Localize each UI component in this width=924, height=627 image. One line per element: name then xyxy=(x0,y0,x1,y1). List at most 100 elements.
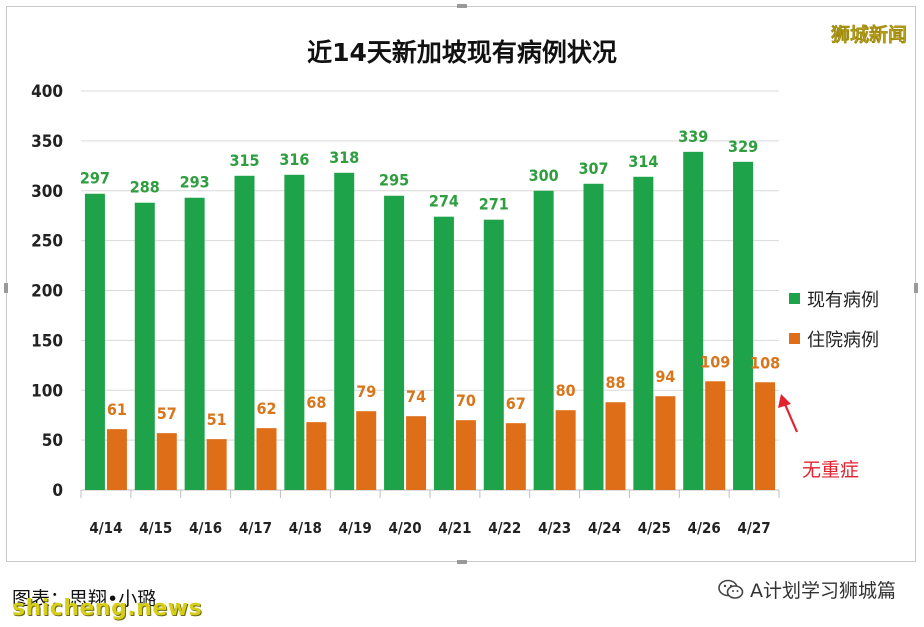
bar-series-a xyxy=(683,151,704,490)
data-label-series-b: 80 xyxy=(556,381,576,400)
x-tick-label: 4/17 xyxy=(239,519,272,537)
data-label-series-a: 293 xyxy=(180,173,210,192)
data-label-series-a: 316 xyxy=(279,150,309,169)
data-label-series-a: 329 xyxy=(728,137,758,156)
data-label-series-a: 318 xyxy=(329,148,359,167)
bar-series-b xyxy=(505,423,526,490)
y-tick-label: 300 xyxy=(31,182,63,202)
arrow-icon xyxy=(778,394,799,433)
bar-series-a xyxy=(284,174,305,491)
bar-series-a xyxy=(483,219,504,491)
bars xyxy=(84,151,776,491)
bar-series-a xyxy=(184,197,205,491)
x-tick-label: 4/19 xyxy=(339,519,372,537)
data-label-series-a: 297 xyxy=(80,169,110,188)
bar-series-a xyxy=(384,195,405,491)
bar-series-a xyxy=(234,175,255,490)
bar-series-a xyxy=(583,183,604,490)
data-label-series-a: 274 xyxy=(429,192,459,211)
frame-handle-bottom[interactable] xyxy=(457,560,467,564)
bar-series-a xyxy=(334,172,355,491)
x-tick-label: 4/24 xyxy=(588,519,621,537)
brand-logo-text: 狮城新闻 xyxy=(831,23,907,46)
bar-series-b xyxy=(256,428,277,490)
watermark: shicheng.news xyxy=(12,596,203,621)
bar-series-b xyxy=(655,396,676,490)
x-tick-label: 4/27 xyxy=(738,519,771,537)
bar-series-b xyxy=(106,429,127,490)
data-label-series-b: 70 xyxy=(456,391,476,410)
bar-series-b xyxy=(755,382,776,490)
y-tick-label: 0 xyxy=(52,481,63,501)
bar-series-b xyxy=(455,420,476,490)
account-badge: A计划学习狮城篇 xyxy=(718,576,896,603)
data-label-series-a: 339 xyxy=(678,127,708,146)
x-tick-label: 4/25 xyxy=(638,519,671,537)
bar-series-b xyxy=(356,411,377,490)
x-tick-label: 4/16 xyxy=(189,519,222,537)
y-tick-label: 400 xyxy=(31,82,63,102)
data-label-series-a: 300 xyxy=(529,166,559,185)
y-tick-label: 150 xyxy=(31,331,63,351)
y-tick-label: 350 xyxy=(31,132,63,152)
x-tick-label: 4/22 xyxy=(488,519,521,537)
data-label-series-b: 108 xyxy=(750,353,780,372)
x-tick-label: 4/20 xyxy=(389,519,422,537)
bar-series-a xyxy=(134,202,155,490)
data-label-series-a: 295 xyxy=(379,171,409,190)
x-tick-label: 4/21 xyxy=(438,519,471,537)
data-label-series-b: 67 xyxy=(506,394,526,413)
frame-handle-top[interactable] xyxy=(457,4,467,8)
data-label-series-a: 271 xyxy=(479,195,509,214)
y-tick-label: 200 xyxy=(31,282,63,302)
legend: 现有病例 住院病例 xyxy=(789,290,879,351)
y-axis-ticks: 0 50 100 150 200 250 300 350 400 xyxy=(31,82,63,501)
y-tick-label: 100 xyxy=(31,381,63,401)
bar-series-a xyxy=(733,161,754,490)
bar-series-b xyxy=(406,416,427,490)
y-tick-label: 250 xyxy=(31,232,63,252)
bar-series-a xyxy=(633,176,654,490)
frame-handle-left[interactable] xyxy=(4,283,8,293)
data-label-series-a: 314 xyxy=(628,152,658,171)
bar-series-b xyxy=(206,439,227,490)
x-tick-label: 4/14 xyxy=(89,519,122,537)
chart-title: 近14天新加坡现有病例状况 xyxy=(307,38,617,67)
annotation-no-severe: 无重症 xyxy=(802,459,859,481)
x-tick-label: 4/26 xyxy=(688,519,721,537)
data-label-series-b: 109 xyxy=(700,352,730,371)
y-tick-label: 50 xyxy=(42,431,63,451)
chart-caption: 图表：思翔•小璐 xyxy=(12,588,157,610)
bar-series-b xyxy=(156,433,177,490)
bar-series-b xyxy=(705,381,726,490)
data-label-series-b: 57 xyxy=(157,404,177,423)
wechat-icon xyxy=(718,579,744,601)
x-tick-label: 4/23 xyxy=(538,519,571,537)
bar-series-b xyxy=(306,422,327,490)
x-tick-label: 4/15 xyxy=(139,519,172,537)
data-label-series-b: 61 xyxy=(107,400,127,419)
bar-series-a xyxy=(433,216,454,490)
data-label-series-a: 288 xyxy=(130,178,160,197)
bar-series-a xyxy=(533,190,554,490)
legend-label-series-a: 现有病例 xyxy=(807,290,879,311)
data-label-series-b: 79 xyxy=(356,382,376,401)
legend-label-series-b: 住院病例 xyxy=(807,330,879,351)
frame-handle-right[interactable] xyxy=(914,283,918,293)
data-label-series-a: 315 xyxy=(229,151,259,170)
bar-series-a xyxy=(84,193,105,490)
data-label-series-b: 88 xyxy=(605,373,625,392)
legend-swatch-series-a xyxy=(789,293,800,304)
data-label-series-b: 62 xyxy=(256,399,276,418)
x-tick-label: 4/18 xyxy=(289,519,322,537)
data-label-series-b: 51 xyxy=(207,410,227,429)
chart-frame: 0 50 100 150 200 250 300 350 400 297 61 288 57 293 51… xyxy=(4,4,918,564)
bar-series-b xyxy=(555,410,576,490)
data-label-series-b: 74 xyxy=(406,387,426,406)
data-labels: 297 61 288 57 293 51 315 62 316 68 318 79 295 74 274 70… xyxy=(80,127,780,429)
data-label-series-a: 307 xyxy=(578,159,608,178)
legend-swatch-series-b xyxy=(789,333,800,344)
data-label-series-b: 68 xyxy=(306,393,326,412)
bar-series-b xyxy=(605,402,626,490)
account-name: A计划学习狮城篇 xyxy=(750,580,896,602)
